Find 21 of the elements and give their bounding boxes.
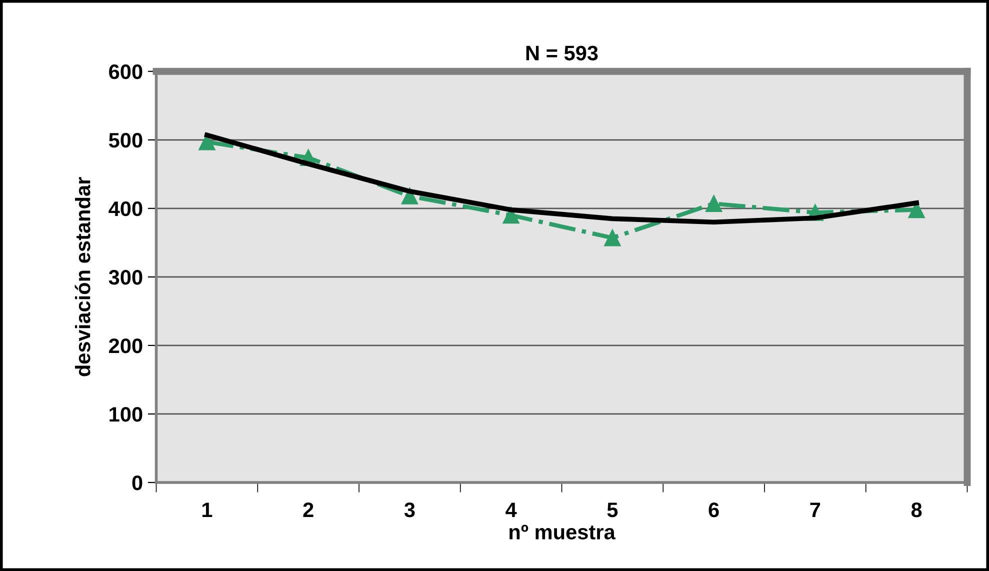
y-axis-title: desviación estandar	[74, 177, 90, 376]
y-tick-label: 300	[108, 270, 142, 285]
point	[705, 195, 722, 212]
x-tick-label: 8	[911, 502, 922, 518]
point	[604, 230, 621, 246]
y-tick-label: 100	[110, 406, 142, 422]
x-tick-label: 2	[303, 502, 314, 518]
y-tick-label: 600	[109, 64, 142, 80]
y-tick-label: 400	[108, 201, 142, 216]
x-tick-label: 7	[810, 502, 820, 518]
x-tick-label: 4	[506, 502, 517, 518]
x-axis-title: nº muestra	[510, 524, 616, 540]
line-series	[204, 132, 919, 225]
x-tick-label: 5	[607, 502, 618, 518]
x-tick-label: 3	[404, 502, 415, 518]
x-tick-label: 1	[202, 502, 212, 518]
y-tick-label: 0	[132, 475, 142, 490]
x-tick-label: 6	[708, 502, 719, 518]
y-tick-label: 200	[109, 338, 142, 354]
y-tick-label: 500	[108, 132, 142, 148]
chart-title: N = 593	[526, 46, 598, 60]
